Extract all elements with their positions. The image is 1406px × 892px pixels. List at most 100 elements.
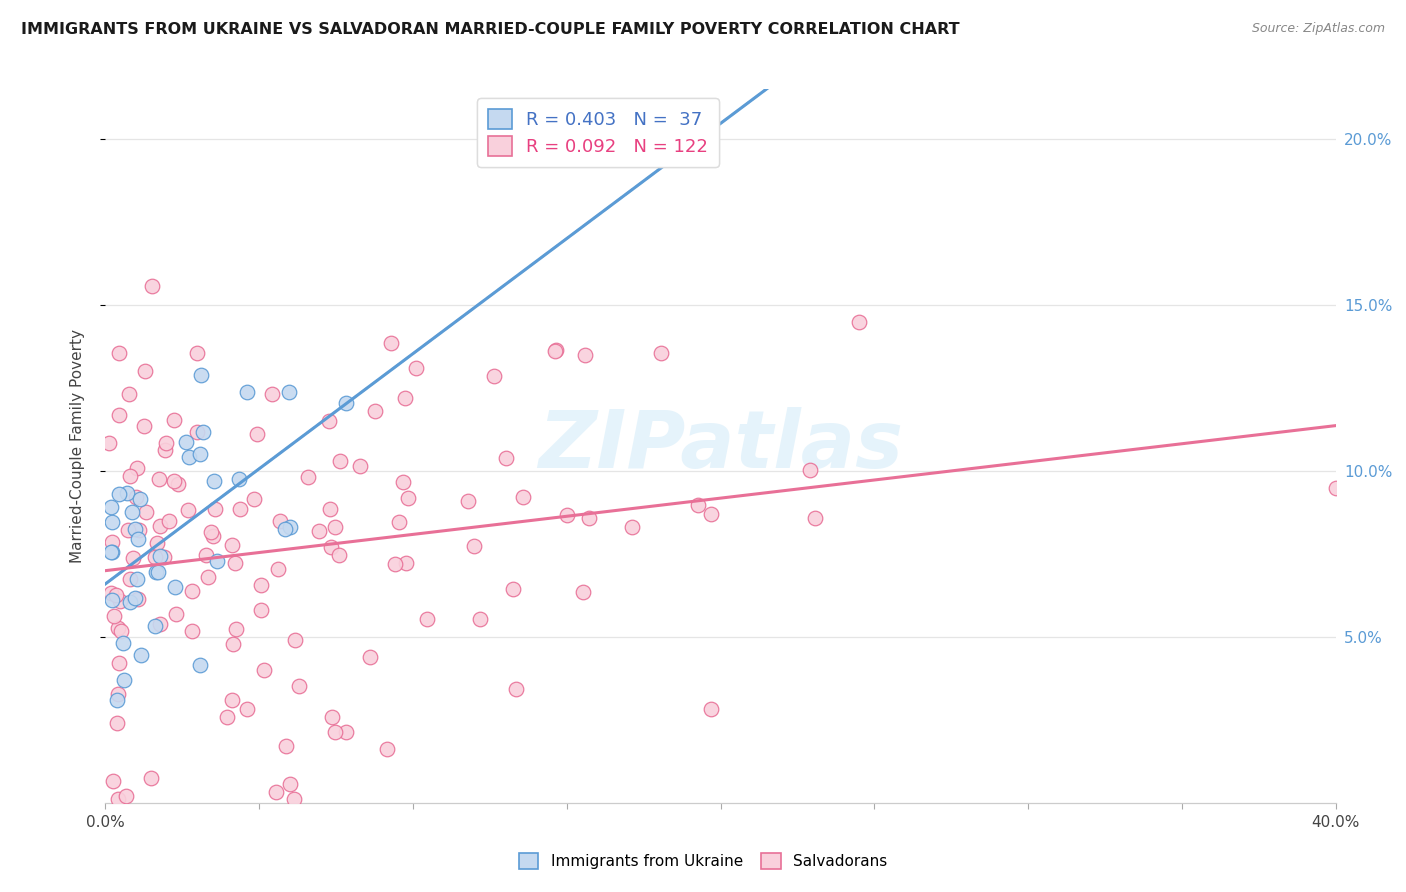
Point bbox=[278, 520, 301, 534]
Point bbox=[269, 514, 291, 528]
Point bbox=[118, 386, 141, 401]
Point bbox=[202, 474, 225, 488]
Point bbox=[228, 473, 250, 487]
Point bbox=[799, 463, 821, 477]
Point bbox=[204, 501, 226, 516]
Point bbox=[127, 532, 149, 546]
Point bbox=[287, 679, 309, 693]
Point bbox=[195, 548, 218, 562]
Point bbox=[555, 508, 578, 522]
Point bbox=[384, 557, 406, 571]
Point bbox=[224, 557, 246, 571]
Point bbox=[359, 649, 381, 664]
Point bbox=[146, 535, 169, 549]
Point bbox=[103, 608, 125, 623]
Point bbox=[118, 595, 141, 609]
Point bbox=[149, 549, 172, 564]
Point bbox=[236, 384, 259, 399]
Point bbox=[163, 580, 186, 594]
Point bbox=[121, 506, 143, 520]
Point bbox=[395, 557, 418, 571]
Point bbox=[181, 624, 204, 638]
Point bbox=[848, 315, 870, 329]
Point bbox=[205, 554, 228, 568]
Point bbox=[700, 702, 723, 716]
Point bbox=[225, 622, 247, 636]
Point bbox=[200, 524, 222, 539]
Text: IMMIGRANTS FROM UKRAINE VS SALVADORAN MARRIED-COUPLE FAMILY POVERTY CORRELATION : IMMIGRANTS FROM UKRAINE VS SALVADORAN MA… bbox=[21, 22, 960, 37]
Point bbox=[250, 603, 273, 617]
Point bbox=[621, 519, 644, 533]
Point bbox=[141, 279, 163, 293]
Point bbox=[700, 507, 723, 521]
Point bbox=[650, 345, 672, 359]
Point bbox=[215, 710, 238, 724]
Point bbox=[236, 701, 259, 715]
Point bbox=[127, 591, 149, 606]
Point bbox=[267, 562, 290, 576]
Point bbox=[186, 425, 208, 439]
Point bbox=[108, 346, 131, 360]
Point bbox=[128, 523, 150, 537]
Point bbox=[115, 486, 138, 500]
Point bbox=[101, 515, 124, 529]
Point bbox=[253, 663, 276, 677]
Point bbox=[101, 593, 124, 607]
Point bbox=[380, 335, 402, 350]
Point bbox=[100, 544, 122, 558]
Point bbox=[544, 343, 567, 358]
Point bbox=[329, 453, 352, 467]
Point bbox=[803, 511, 825, 525]
Point bbox=[283, 792, 305, 806]
Point bbox=[396, 491, 419, 506]
Point bbox=[114, 789, 136, 803]
Point bbox=[100, 500, 122, 514]
Point bbox=[107, 792, 129, 806]
Point bbox=[112, 673, 135, 687]
Point bbox=[129, 648, 152, 662]
Point bbox=[495, 450, 517, 465]
Point bbox=[319, 541, 342, 555]
Point bbox=[149, 519, 172, 533]
Point bbox=[323, 520, 346, 534]
Y-axis label: Married-Couple Family Poverty: Married-Couple Family Poverty bbox=[70, 329, 84, 563]
Point bbox=[107, 621, 129, 635]
Point bbox=[111, 636, 134, 650]
Text: ZIPatlas: ZIPatlas bbox=[538, 407, 903, 485]
Point bbox=[105, 715, 128, 730]
Point bbox=[1324, 481, 1347, 495]
Point bbox=[274, 522, 297, 536]
Point bbox=[221, 693, 243, 707]
Point bbox=[186, 345, 208, 359]
Point bbox=[335, 725, 357, 739]
Point bbox=[222, 637, 245, 651]
Point bbox=[118, 573, 141, 587]
Point bbox=[177, 502, 200, 516]
Point bbox=[155, 436, 177, 450]
Point bbox=[394, 391, 416, 405]
Point bbox=[512, 490, 534, 504]
Point bbox=[127, 461, 149, 475]
Point bbox=[129, 491, 152, 506]
Point bbox=[101, 535, 124, 549]
Point bbox=[470, 612, 492, 626]
Point bbox=[100, 544, 122, 558]
Point bbox=[97, 436, 120, 450]
Point bbox=[260, 386, 283, 401]
Text: Source: ZipAtlas.com: Source: ZipAtlas.com bbox=[1251, 22, 1385, 36]
Point bbox=[174, 434, 197, 449]
Point bbox=[502, 582, 524, 596]
Point bbox=[463, 540, 485, 554]
Point bbox=[228, 502, 250, 516]
Point bbox=[132, 419, 155, 434]
Point bbox=[118, 469, 141, 483]
Point bbox=[686, 498, 709, 512]
Point bbox=[264, 784, 287, 798]
Point bbox=[278, 777, 301, 791]
Point bbox=[148, 472, 170, 486]
Point bbox=[153, 550, 176, 565]
Point bbox=[143, 550, 166, 565]
Point bbox=[321, 710, 343, 724]
Point bbox=[221, 538, 243, 552]
Point bbox=[103, 773, 125, 788]
